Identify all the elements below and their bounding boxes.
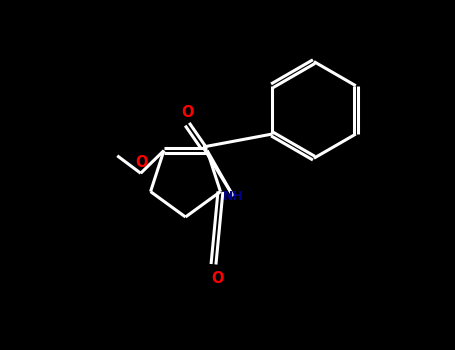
Text: O: O <box>136 155 148 170</box>
Text: O: O <box>211 271 223 286</box>
Text: O: O <box>181 105 193 120</box>
Text: NH: NH <box>223 189 243 203</box>
